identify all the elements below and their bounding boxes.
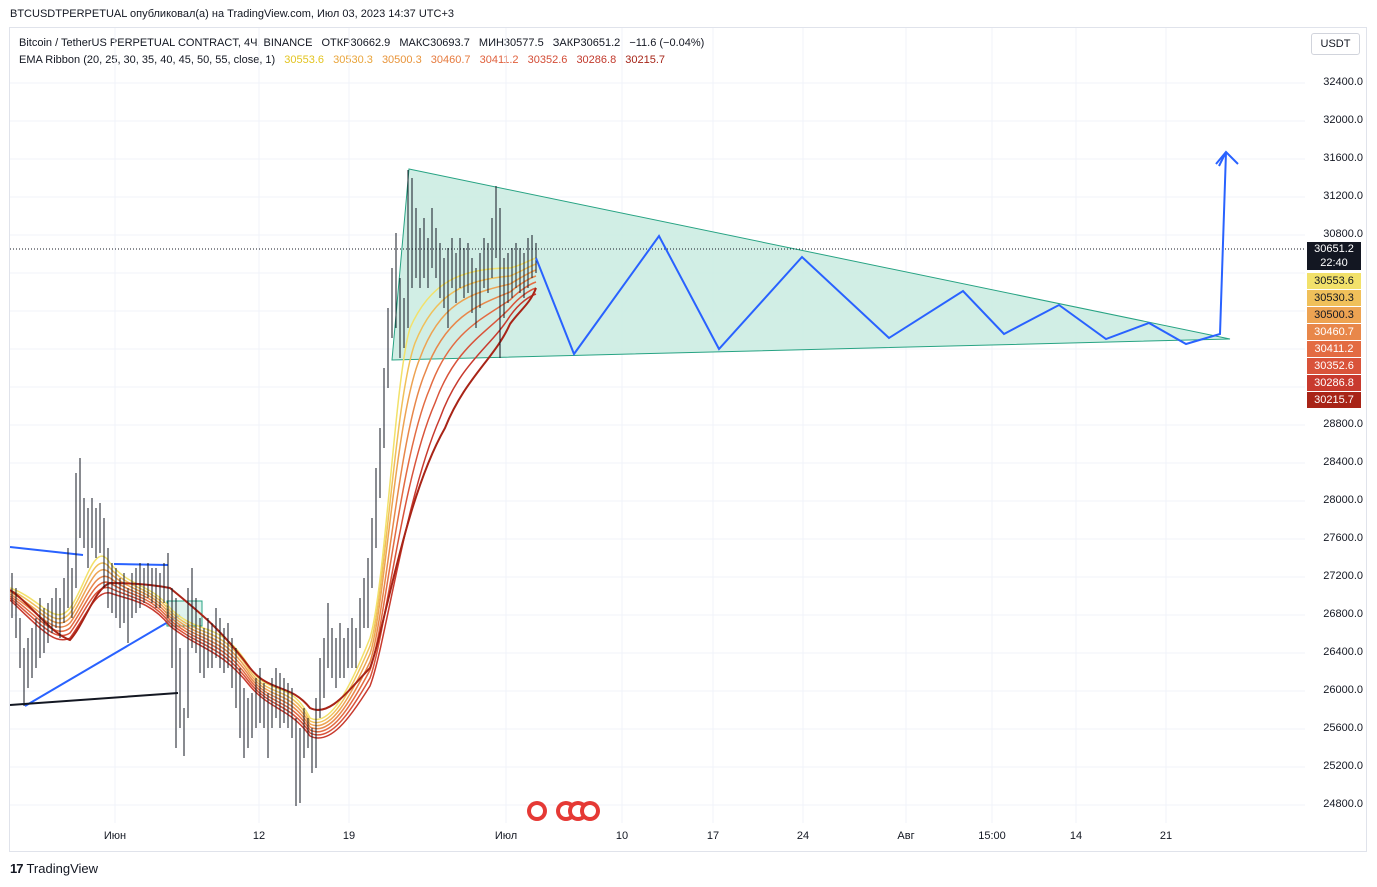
tv-logo-icon: 17: [10, 861, 24, 876]
last-price: 30651.2: [1314, 243, 1354, 255]
publish-info: BTCUSDTPERPETUAL опубликовал(а) на Tradi…: [10, 8, 454, 20]
x-tick: Июл: [494, 830, 518, 842]
y-tick: 32400.0: [1323, 76, 1363, 88]
y-tick: 27200.0: [1323, 570, 1363, 582]
low-value: МИН30577.5: [478, 37, 544, 49]
ema-tag: 30530.3: [1307, 290, 1361, 306]
chart-legend: Bitcoin / TetherUS PERPETUAL CONTRACT, 4…: [19, 35, 710, 69]
y-tick: 26000.0: [1323, 684, 1363, 696]
tradingview-logo[interactable]: 17 TradingView: [10, 861, 98, 876]
ema-tag: 30553.6: [1307, 273, 1361, 289]
price-chart[interactable]: [10, 28, 1305, 823]
ema-tag: 30460.7: [1307, 324, 1361, 340]
ema-value: 30460.7: [430, 54, 471, 66]
y-tick: 27600.0: [1323, 532, 1363, 544]
currency-button[interactable]: USDT: [1311, 33, 1360, 55]
x-tick: 10: [615, 830, 629, 842]
trend-lines: [10, 546, 181, 707]
brand-name: TradingView: [26, 861, 99, 876]
ema-value: 30500.3: [381, 54, 422, 66]
y-tick: 26800.0: [1323, 608, 1363, 620]
y-tick: 25600.0: [1323, 722, 1363, 734]
x-tick: 21: [1159, 830, 1173, 842]
y-tick: 28800.0: [1323, 418, 1363, 430]
x-tick: 19: [342, 830, 356, 842]
high-value: МАКС30693.7: [399, 37, 470, 49]
ema-value: 30411.2: [479, 54, 519, 66]
y-tick: 31200.0: [1323, 190, 1363, 202]
ema-value: 30286.8: [576, 54, 617, 66]
bar-countdown: 22:40: [1320, 257, 1348, 269]
x-tick: 14: [1069, 830, 1083, 842]
ema-value: 30553.6: [284, 54, 325, 66]
change-value: −11.6 (−0.04%): [629, 37, 705, 49]
y-tick: 31600.0: [1323, 152, 1363, 164]
x-tick: 17: [706, 830, 720, 842]
ema-tag: 30286.8: [1307, 375, 1361, 391]
x-tick: 15:00: [978, 830, 1006, 842]
ema-value: 30215.7: [625, 54, 666, 66]
ema-tag: 30500.3: [1307, 307, 1361, 323]
indicator-title[interactable]: EMA Ribbon (20, 25, 30, 35, 40, 45, 50, …: [19, 54, 276, 66]
ema-tag: 30352.6: [1307, 358, 1361, 374]
event-flags: [527, 801, 600, 821]
x-tick: Июн: [103, 830, 127, 842]
symbol-title[interactable]: Bitcoin / TetherUS PERPETUAL CONTRACT, 4…: [19, 37, 313, 49]
y-tick: 24800.0: [1323, 798, 1363, 810]
y-tick: 28400.0: [1323, 456, 1363, 468]
x-tick: Авг: [897, 830, 915, 842]
ema-value: 30352.6: [527, 54, 568, 66]
y-tick: 30800.0: [1323, 228, 1363, 240]
open-value: ОТКР30662.9: [321, 37, 391, 49]
support-line: [10, 692, 179, 706]
close-value: ЗАКР30651.2: [552, 37, 621, 49]
x-tick: 12: [252, 830, 266, 842]
indicator-row: EMA Ribbon (20, 25, 30, 35, 40, 45, 50, …: [19, 52, 710, 69]
y-tick: 28000.0: [1323, 494, 1363, 506]
projection-path: [535, 151, 1227, 357]
x-tick: 24: [796, 830, 810, 842]
symbol-row: Bitcoin / TetherUS PERPETUAL CONTRACT, 4…: [19, 35, 710, 52]
y-tick: 32000.0: [1323, 114, 1363, 126]
chart-frame: [9, 27, 1367, 852]
candles: [11, 170, 537, 806]
y-tick: 25200.0: [1323, 760, 1363, 772]
ema-value: 30530.3: [333, 54, 373, 66]
ema-tag: 30215.7: [1307, 392, 1361, 408]
last-price-tag: 30651.2 22:40: [1307, 242, 1361, 270]
grid: [10, 28, 1305, 823]
ema-tag: 30411.2: [1307, 341, 1361, 357]
y-tick: 26400.0: [1323, 646, 1363, 658]
